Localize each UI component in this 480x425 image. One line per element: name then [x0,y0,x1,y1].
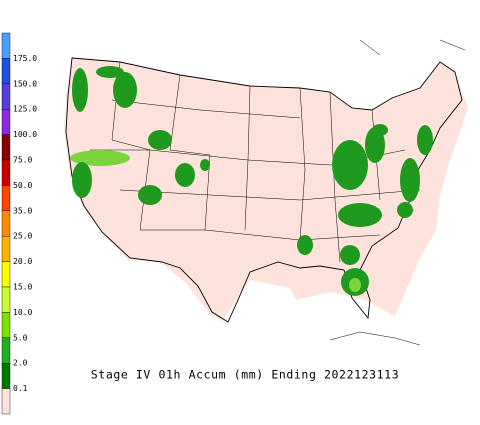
legend-label: 5.0 [13,333,28,342]
colorbar-swatch [1,58,11,85]
legend-label: 125.0 [13,105,37,114]
colorbar-swatch [1,159,11,186]
legend-label: 100.0 [13,130,37,139]
legend-label: 50.0 [13,181,32,190]
legend-label: 175.0 [13,54,37,63]
legend-label: 35.0 [13,206,32,215]
legend-label: 2.0 [13,359,28,368]
colorbar-swatch [1,312,11,338]
colorbar-swatch [1,286,11,313]
us-border [65,57,463,323]
colorbar-swatch [1,185,11,211]
legend-label: 15.0 [13,283,32,292]
legend-label: 0.1 [13,384,28,393]
colorbar-swatch [1,235,11,262]
legend-label: 20.0 [13,257,32,266]
legend-label: 75.0 [13,156,32,165]
legend-label: 150.0 [13,79,37,88]
state-lines [90,61,421,263]
colorbar-swatch [1,32,11,59]
legend-label: 25.0 [13,232,32,241]
colorbar-swatch [1,210,11,237]
colorbar-swatch [1,337,11,364]
coastline-features [329,39,466,346]
precip-areas [70,66,433,296]
map-caption: Stage IV 01h Accum (mm) Ending 202212311… [91,368,399,382]
colorbar-swatch [1,108,11,135]
colorbar-swatch [1,363,11,389]
colorbar-swatch [1,261,11,288]
legend-label: 10.0 [13,308,32,317]
colorbar-swatch [1,83,11,110]
colorbar: 175.0 150.0 125.0 100.0 75.0 50.0 35.0 25.0 20.0… [1,32,37,415]
colorbar-swatch [1,134,11,161]
colorbar-swatch [1,388,11,415]
